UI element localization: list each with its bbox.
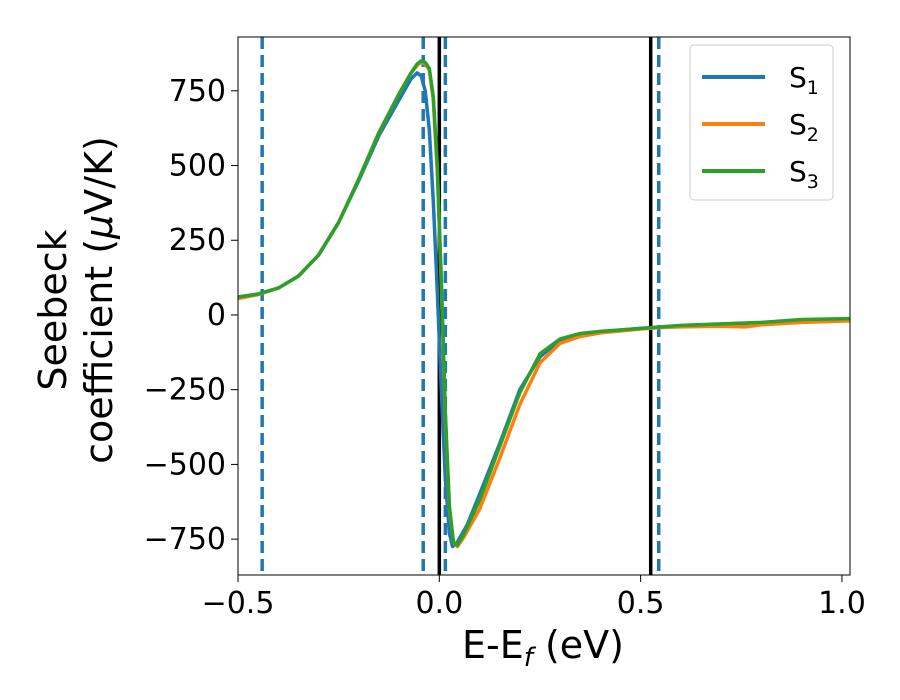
y-tick-label: 250 [169, 223, 226, 258]
x-axis-ticks: −0.5 0.0 0.5 1.0 [202, 575, 866, 621]
x-axis-label-suffix: (eV) [533, 623, 624, 667]
y-axis-label-line2: coefficient (μV/K) [77, 136, 121, 464]
x-axis-label-main: E-E [462, 623, 524, 667]
x-tick-label: 1.0 [818, 586, 866, 621]
plot-frame [237, 36, 851, 576]
x-axis-label: E-Ef (eV) [462, 623, 624, 673]
y-axis-label: Seebeck coefficient (μV/K) [31, 136, 121, 464]
y-axis-label-unit: V/K) [77, 136, 121, 215]
y-tick-label: −500 [144, 447, 226, 482]
y-tick-label: −750 [144, 522, 226, 557]
legend-label-s2: S2 [789, 108, 819, 146]
y-axis-label-mu: μ [77, 215, 121, 240]
x-tick-label: 0.5 [617, 586, 665, 621]
y-tick-label: 500 [169, 149, 226, 184]
legend: S1 S2 S3 [689, 44, 834, 201]
vertical-lines [260, 37, 661, 575]
y-tick-label: 0 [207, 298, 226, 333]
y-tick-label: −250 [144, 373, 226, 408]
series-line-s3 [238, 59, 850, 547]
y-axis-label-line1: Seebeck [31, 229, 75, 390]
x-tick-label: −0.5 [202, 586, 275, 621]
legend-label-s3: S3 [789, 155, 819, 193]
legend-label-s1: S1 [789, 61, 819, 99]
y-tick-label: 750 [169, 74, 226, 109]
y-axis-ticks: −750 −500 −250 0 250 500 750 [144, 74, 238, 557]
y-axis-label-line2-text: coefficient ( [77, 239, 121, 464]
x-tick-label: 0.0 [415, 586, 463, 621]
series-layer [238, 59, 850, 549]
